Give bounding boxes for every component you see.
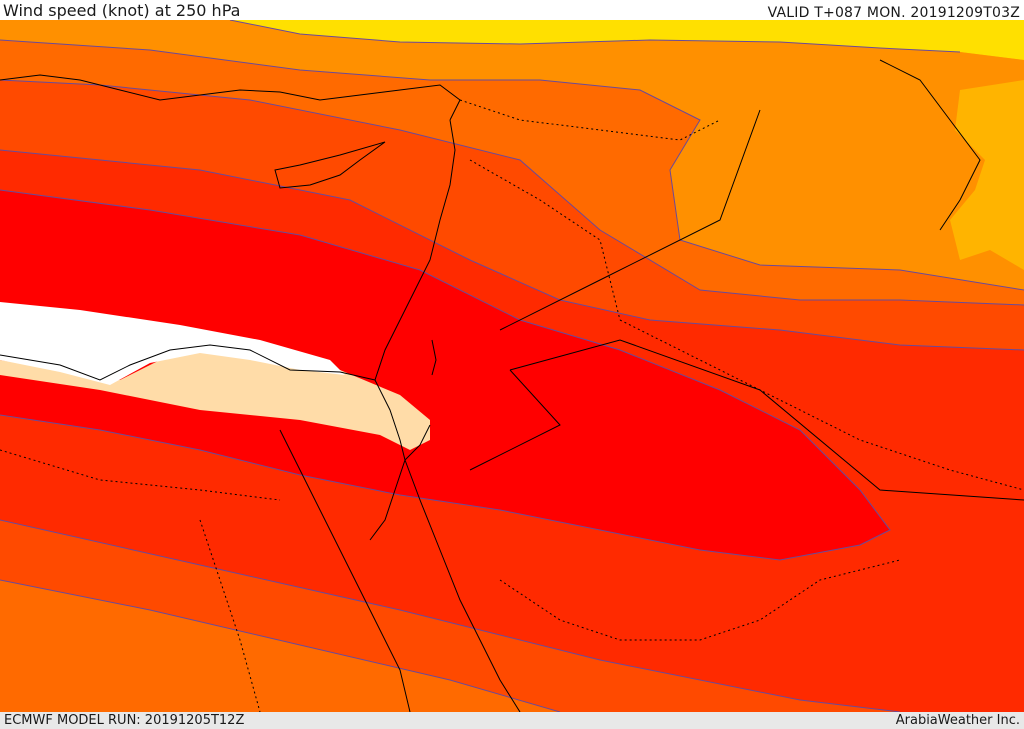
map-title: Wind speed (knot) at 250 hPa [3,1,241,20]
band-white-core [0,302,345,385]
credit-label: ArabiaWeather Inc. [895,713,1020,728]
model-run-label: ECMWF MODEL RUN: 20191205T12Z [4,713,245,728]
band-red [0,190,890,560]
band-red-orange [0,80,1024,712]
wind-speed-map[interactable] [0,20,1024,712]
band-dark-orange [0,40,1024,712]
isotach-contours [0,20,1024,712]
header-bar: Wind speed (knot) at 250 hPa VALID T+087… [0,0,1024,20]
band-orange [0,20,1024,290]
band-yellow [230,20,1024,60]
map-canvas [0,20,1024,712]
footer-bar: ECMWF MODEL RUN: 20191205T12Z ArabiaWeat… [0,712,1024,729]
borders [0,99,1024,712]
solid-borders [469,109,1024,501]
coastlines [0,59,981,712]
valid-time-label: VALID T+087 MON. 20191209T03Z [767,5,1020,21]
band-peach [0,350,430,450]
